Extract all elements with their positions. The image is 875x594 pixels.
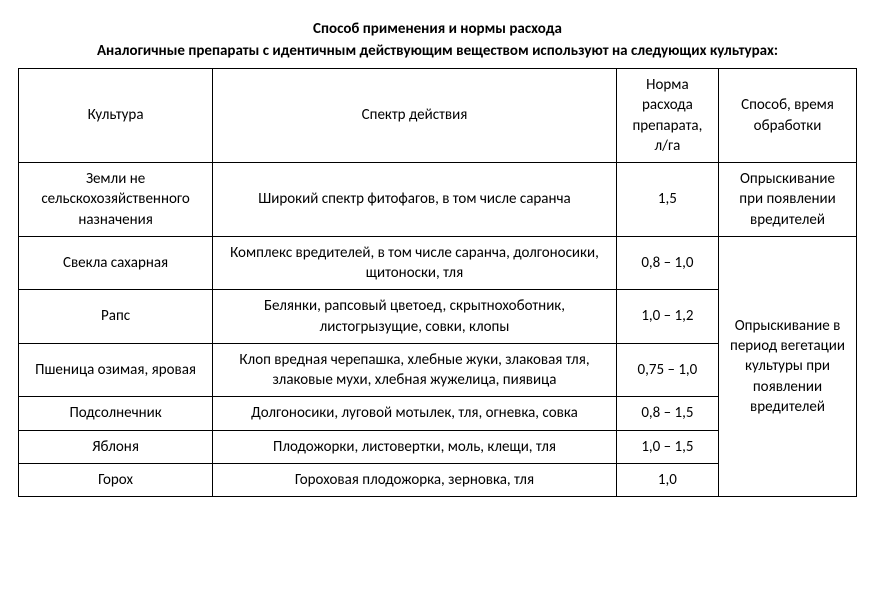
cell-method: Опрыскивание при появлении вредителей [719,163,857,237]
cell-spectrum: Белянки, рапсовый цветоед, скрытнохоботн… [213,290,617,344]
cell-rate: 1,5 [616,163,718,237]
page-title: Способ применения и нормы расхода [18,20,857,38]
cell-spectrum: Долгоносики, луговой мотылек, тля, огнев… [213,397,617,430]
cell-culture: Яблоня [19,430,213,463]
cell-culture: Свекла сахарная [19,236,213,290]
cell-method: Опрыскивание в период вегетации культуры… [719,236,857,496]
cell-spectrum: Гороховая плодожорка, зерновка, тля [213,463,617,496]
cell-spectrum: Широкий спектр фитофагов, в том числе са… [213,163,617,237]
cell-rate: 1,0 – 1,2 [616,290,718,344]
table-header-row: Культура Спектр действия Норма расхода п… [19,69,857,163]
col-header-spectrum: Спектр действия [213,69,617,163]
cell-culture: Горох [19,463,213,496]
cell-rate: 0,8 – 1,0 [616,236,718,290]
cell-spectrum: Клоп вредная черепашка, хлебные жуки, зл… [213,343,617,397]
cell-rate: 1,0 – 1,5 [616,430,718,463]
cell-culture: Рапс [19,290,213,344]
cell-culture: Земли не сельскохозяйственного назначени… [19,163,213,237]
usage-table: Культура Спектр действия Норма расхода п… [18,68,857,497]
cell-culture: Пшеница озимая, яровая [19,343,213,397]
cell-rate: 0,75 – 1,0 [616,343,718,397]
cell-spectrum: Плодожорки, листовертки, моль, клещи, тл… [213,430,617,463]
page: Способ применения и нормы расхода Аналог… [0,0,875,515]
table-row: Земли не сельскохозяйственного назначени… [19,163,857,237]
page-subtitle: Аналогичные препараты с идентичным дейст… [18,42,857,60]
cell-culture: Подсолнечник [19,397,213,430]
col-header-method: Способ, время обработки [719,69,857,163]
cell-rate: 0,8 – 1,5 [616,397,718,430]
table-row: Свекла сахарная Комплекс вредителей, в т… [19,236,857,290]
cell-spectrum: Комплекс вредителей, в том числе саранча… [213,236,617,290]
col-header-culture: Культура [19,69,213,163]
cell-rate: 1,0 [616,463,718,496]
col-header-rate: Норма расхода препарата, л/га [616,69,718,163]
